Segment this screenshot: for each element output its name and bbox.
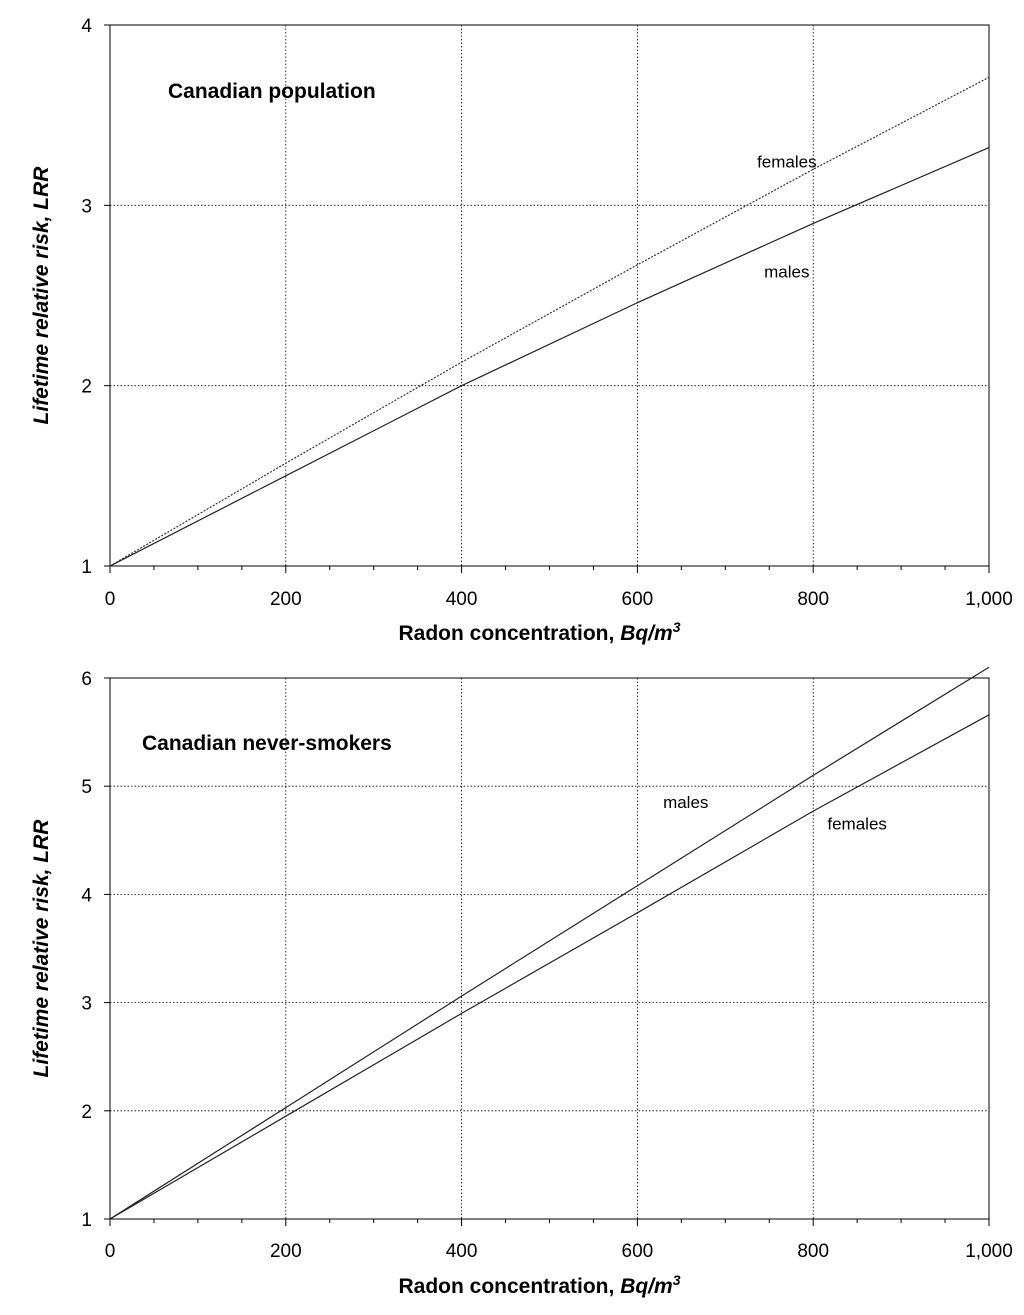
series-label-females: females [757,152,817,171]
y-tick-label: 1 [81,557,92,578]
gridlines [110,678,989,1219]
series-label-males: males [764,262,809,281]
x-tick-label: 200 [270,1241,302,1262]
x-tick-label: 200 [270,589,302,610]
y-tick-label: 3 [81,994,92,1015]
plot-area-frame [109,677,990,1220]
x-tick-label: 600 [622,1241,654,1262]
series-line-males [109,147,990,567]
chart-title: Canadian population [168,80,376,103]
x-tick-label: 400 [446,1241,478,1262]
x-tick-label: 800 [797,589,829,610]
series-label-females: females [827,814,887,833]
y-axis-title: Lifetime relative risk, LRR [30,166,53,425]
x-tick-label: 1,000 [965,589,1013,610]
x-tick-label: 600 [622,589,654,610]
plot-area-frame [109,24,990,567]
series-line-females [109,76,990,567]
x-tick-label: 1,000 [965,1241,1013,1262]
y-tick-label: 5 [81,777,92,798]
y-tick-label: 3 [81,196,92,217]
y-tick-label: 6 [81,669,92,690]
chart-panel-2: 0 200 400 600 800 1,000 1 2 3 4 5 6 males females Cana… [30,666,1013,1298]
series-line-females [109,714,990,1220]
chart-title: Canadian never-smokers [142,732,392,755]
x-axis-title: Radon concentration, Bq/m3 [399,619,681,645]
x-tick-label: 0 [105,589,116,610]
series-label-males: males [663,793,708,812]
y-tick-label: 4 [81,885,92,906]
x-tick-label: 800 [797,1241,829,1262]
x-tick-label: 0 [105,1241,116,1262]
y-tick-label: 1 [81,1210,92,1231]
x-axis-title: Radon concentration, Bq/m3 [399,1272,681,1298]
x-tick-label: 400 [446,589,478,610]
series-line-males [109,666,990,1220]
y-axis-title: Lifetime relative risk, LRR [30,819,53,1078]
gridlines [110,25,989,566]
chart-panel-1: 0 200 400 600 800 1,000 1 2 3 4 females males Canadi… [30,16,1013,645]
y-tick-label: 2 [81,1102,92,1123]
y-tick-label: 4 [81,16,92,37]
y-tick-label: 2 [81,377,92,398]
